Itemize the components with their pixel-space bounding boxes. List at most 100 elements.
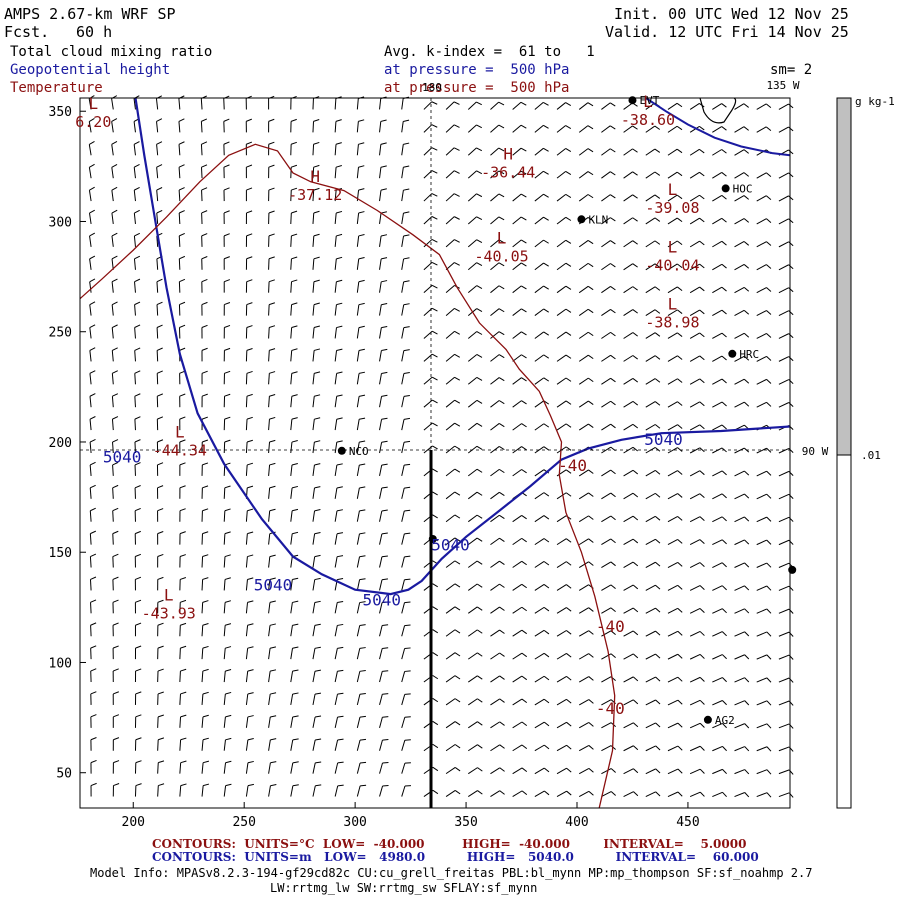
wind-barb	[712, 149, 727, 156]
wind-barb	[623, 309, 638, 316]
wind-barb	[423, 399, 438, 408]
wind-barb	[778, 218, 794, 225]
wind-barb	[112, 439, 119, 454]
wind-barb	[778, 792, 794, 798]
wind-barb	[245, 370, 253, 385]
wind-barb	[756, 769, 772, 775]
wind-barb	[667, 791, 683, 798]
wind-barb	[90, 782, 97, 797]
wind-barb	[467, 629, 483, 637]
wind-barb	[778, 379, 794, 385]
wind-barb	[512, 400, 527, 408]
wind-barb	[689, 148, 705, 156]
wind-barb	[356, 302, 365, 316]
wind-barb	[88, 163, 95, 179]
wind-barb	[490, 560, 505, 568]
wind-barb	[89, 438, 96, 454]
wind-barb	[623, 538, 639, 546]
wind-barb	[734, 769, 750, 775]
wind-barb	[268, 761, 277, 774]
low-marker: L	[668, 237, 678, 256]
wind-barb	[268, 141, 275, 156]
wind-barb	[379, 371, 388, 385]
wind-barb	[756, 401, 772, 408]
wind-barb	[112, 645, 119, 660]
wind-barb	[156, 141, 163, 156]
wind-barb	[623, 630, 639, 637]
wind-barb	[667, 424, 683, 431]
wind-barb	[712, 722, 727, 729]
wind-barb	[578, 722, 594, 729]
wind-barb	[245, 669, 254, 683]
low-marker: L	[668, 180, 678, 199]
wind-barb	[534, 744, 550, 752]
wind-barb	[490, 400, 505, 408]
init-time: Init. 00 UTC Wed 12 Nov 25	[614, 5, 849, 23]
wind-barb	[645, 745, 661, 752]
y-tick-label: 50	[56, 767, 72, 782]
wind-barb	[512, 446, 527, 454]
wind-barb	[379, 647, 389, 660]
wind-barb	[623, 722, 639, 729]
wind-barb	[445, 307, 460, 316]
wind-barb	[379, 303, 388, 316]
wind-barb	[356, 234, 365, 247]
wind-barb	[312, 141, 320, 156]
wind-barb	[89, 347, 96, 362]
y-tick-label: 350	[49, 105, 72, 120]
wind-barb	[734, 585, 750, 591]
wind-barb	[334, 348, 343, 362]
wind-barb	[356, 440, 366, 454]
wind-barb	[223, 324, 231, 339]
wind-barb	[556, 767, 572, 775]
wind-barb	[312, 669, 321, 683]
wind-barb	[645, 217, 661, 225]
wind-barb	[379, 762, 389, 774]
wind-barb	[379, 165, 387, 179]
wind-barb	[112, 783, 120, 797]
wind-barb	[556, 561, 572, 568]
wind-barb	[89, 576, 97, 591]
wind-barb	[689, 240, 705, 248]
wind-barb	[290, 302, 298, 316]
wind-barb	[112, 553, 119, 568]
extremum-value: -39.08	[645, 199, 699, 217]
wind-barb	[312, 554, 321, 568]
wind-barb	[667, 493, 683, 500]
wind-barb	[512, 721, 528, 729]
wind-barb	[134, 714, 142, 728]
wind-barb	[734, 631, 750, 637]
wind-barb	[556, 216, 572, 225]
wind-barb	[356, 486, 366, 499]
wind-barb	[712, 309, 727, 317]
wind-barb	[512, 515, 527, 523]
wind-barb	[379, 670, 389, 683]
wind-barb	[712, 355, 727, 362]
wind-barb	[423, 193, 438, 202]
wind-barb	[667, 171, 683, 179]
wind-barb	[667, 240, 683, 248]
wind-barb	[534, 561, 550, 568]
wind-barb	[534, 515, 550, 523]
wind-barb	[401, 96, 410, 110]
wind-barb	[157, 485, 164, 499]
wind-barb	[401, 142, 410, 156]
wind-barb	[490, 744, 505, 752]
wind-barb	[623, 768, 639, 775]
wind-barb	[268, 233, 275, 247]
wind-barb	[201, 485, 209, 499]
wind-barb	[112, 461, 119, 476]
wind-barb	[334, 165, 342, 179]
height-contour-label: 5040	[254, 575, 293, 594]
wind-barb	[134, 370, 141, 385]
wind-barb	[645, 768, 661, 775]
pressure-level-height: at pressure = 500 hPa	[384, 62, 570, 78]
wind-barb	[268, 646, 277, 660]
wind-barb	[290, 325, 298, 339]
wind-barb	[401, 303, 410, 316]
wind-barb	[223, 302, 231, 316]
wind-barb	[401, 670, 411, 683]
wind-barb	[111, 370, 118, 385]
wind-barb	[645, 332, 661, 339]
wind-barb	[356, 417, 366, 431]
